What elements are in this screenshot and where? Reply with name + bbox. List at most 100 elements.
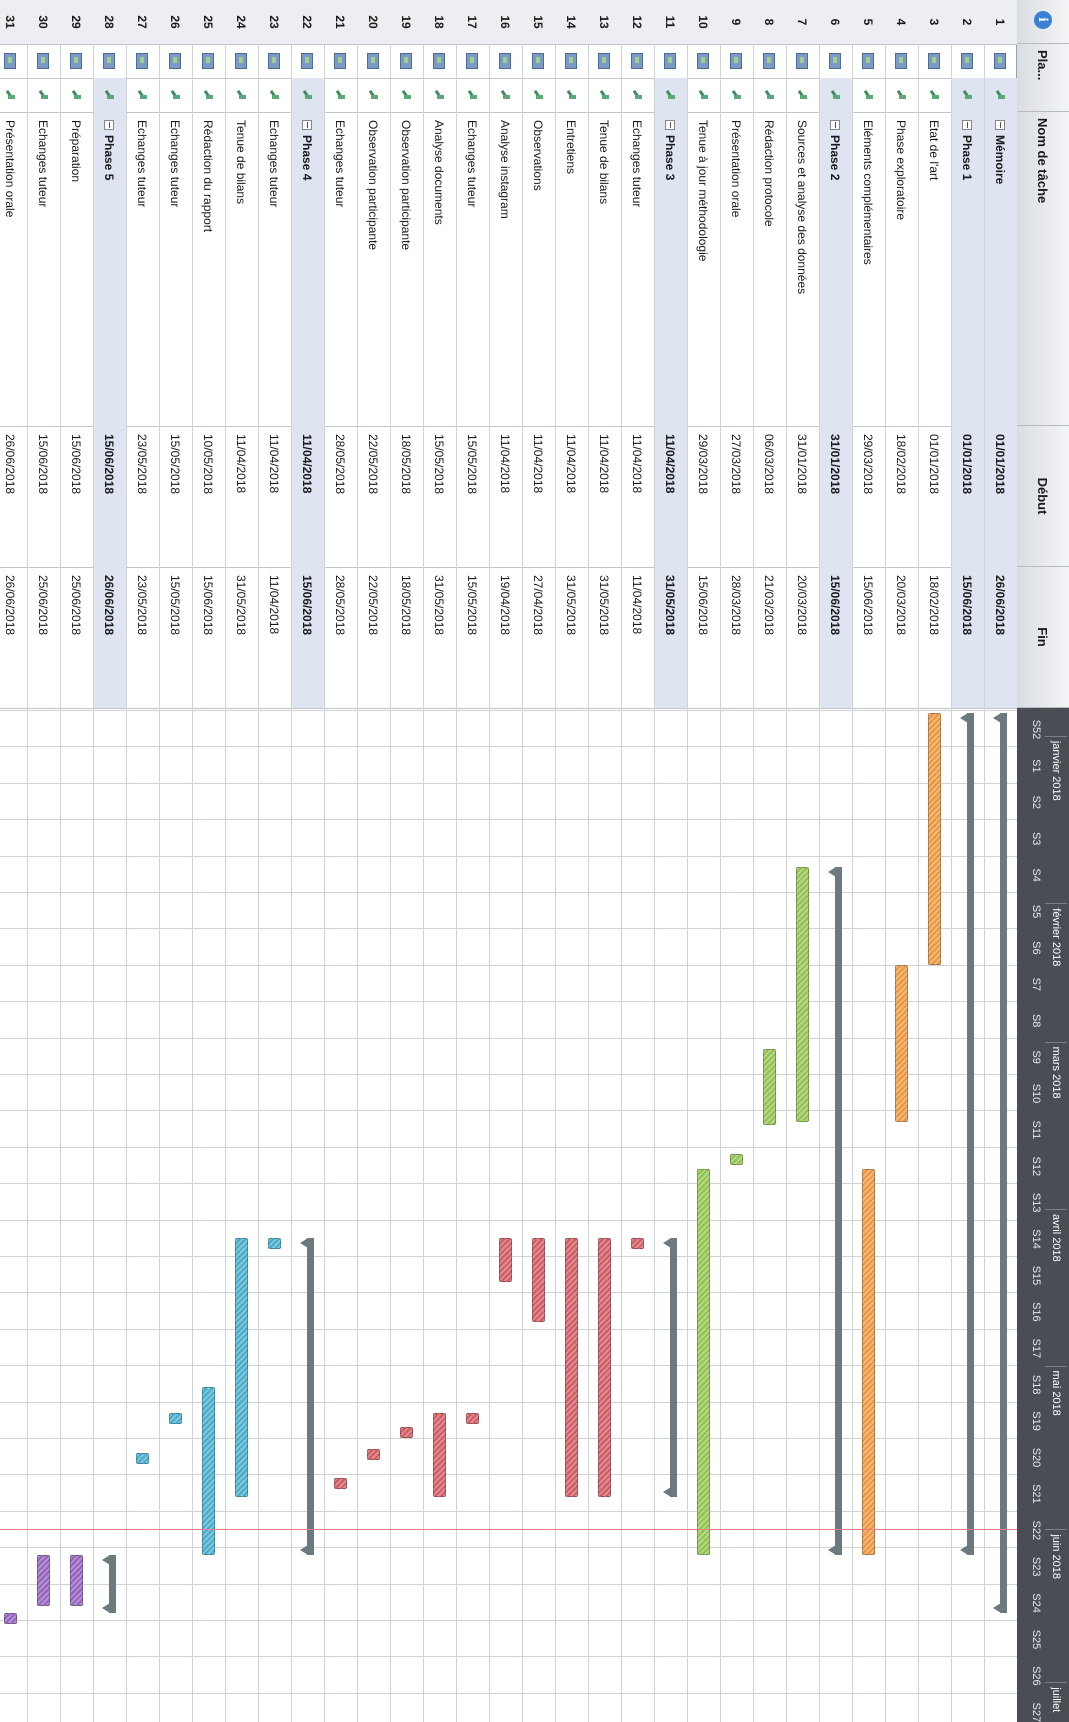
task-mode-cell[interactable]	[522, 78, 555, 112]
row-number[interactable]: 7	[786, 0, 819, 44]
task-name[interactable]: Echanges tuteur	[159, 112, 192, 426]
task-start-date[interactable]: 01/01/2018	[960, 434, 975, 495]
task-end-date[interactable]: 15/06/2018	[201, 575, 216, 636]
task-name[interactable]: Préparation	[60, 112, 93, 426]
summary-bar[interactable]	[670, 1238, 677, 1497]
collapse-toggle-icon[interactable]	[995, 120, 1006, 130]
planning-cell[interactable]	[984, 44, 1017, 78]
task-end-date[interactable]: 25/06/2018	[69, 575, 84, 636]
summary-task-name[interactable]: Phase 5	[93, 112, 126, 426]
planning-cell[interactable]	[885, 44, 918, 78]
task-name[interactable]: Tenue de bilans	[588, 112, 621, 426]
planning-cell[interactable]	[687, 44, 720, 78]
summary-bar[interactable]	[967, 713, 974, 1555]
task-bar[interactable]	[466, 1412, 479, 1424]
row-number[interactable]: 25	[192, 0, 225, 44]
task-bar[interactable]	[268, 1238, 281, 1250]
planning-cell[interactable]	[522, 44, 555, 78]
row-number[interactable]: 26	[159, 0, 192, 44]
task-mode-cell[interactable]	[786, 78, 819, 112]
task-mode-cell[interactable]	[291, 78, 324, 112]
task-start-date[interactable]: 11/04/2018	[663, 434, 678, 494]
task-bar[interactable]	[367, 1449, 380, 1461]
summary-task-name[interactable]: Phase 4	[291, 112, 324, 426]
planning-cell[interactable]	[390, 44, 423, 78]
task-end-date[interactable]: 11/04/2018	[630, 575, 645, 635]
row-number[interactable]: 17	[456, 0, 489, 44]
row-number[interactable]: 5	[852, 0, 885, 44]
task-name[interactable]: Echanges tuteur	[258, 112, 291, 426]
row-number[interactable]: 8	[753, 0, 786, 44]
task-start-date[interactable]: 18/02/2018	[894, 434, 909, 495]
task-bar[interactable]	[928, 713, 941, 966]
task-bar[interactable]	[499, 1238, 512, 1282]
task-end-date[interactable]: 28/05/2018	[333, 575, 348, 636]
planning-cell[interactable]	[852, 44, 885, 78]
task-start-date[interactable]: 01/01/2018	[993, 434, 1008, 495]
task-end-date[interactable]: 28/03/2018	[729, 575, 744, 636]
planning-cell[interactable]	[423, 44, 456, 78]
task-name[interactable]: Observation participante	[390, 112, 423, 426]
planning-cell[interactable]	[819, 44, 852, 78]
task-mode-cell[interactable]	[357, 78, 390, 112]
task-bar[interactable]	[862, 1169, 875, 1555]
summary-task-name[interactable]: Phase 2	[819, 112, 852, 426]
summary-bar[interactable]	[307, 1238, 314, 1555]
task-mode-cell[interactable]	[654, 78, 687, 112]
task-start-date[interactable]: 15/06/2018	[102, 434, 117, 495]
summary-bar[interactable]	[109, 1554, 116, 1614]
summary-bar[interactable]	[835, 866, 842, 1555]
row-number[interactable]: 6	[819, 0, 852, 44]
task-bar[interactable]	[565, 1238, 578, 1497]
collapse-toggle-icon[interactable]	[665, 120, 676, 130]
task-mode-cell[interactable]	[192, 78, 225, 112]
task-end-date[interactable]: 31/05/2018	[597, 575, 612, 636]
task-mode-cell[interactable]	[0, 78, 27, 112]
task-end-date[interactable]: 31/05/2018	[564, 575, 579, 636]
row-number[interactable]: 2	[951, 0, 984, 44]
task-name[interactable]: Eléments complémentaires	[852, 112, 885, 426]
planning-cell[interactable]	[225, 44, 258, 78]
task-start-date[interactable]: 11/04/2018	[267, 434, 282, 494]
task-mode-cell[interactable]	[60, 78, 93, 112]
task-end-date[interactable]: 18/02/2018	[927, 575, 942, 636]
task-start-date[interactable]: 15/05/2018	[465, 434, 480, 495]
row-number[interactable]: 31	[0, 0, 27, 44]
row-number[interactable]: 27	[126, 0, 159, 44]
task-bar[interactable]	[697, 1169, 710, 1555]
row-number[interactable]: 14	[555, 0, 588, 44]
task-mode-cell[interactable]	[687, 78, 720, 112]
task-start-date[interactable]: 18/05/2018	[399, 434, 414, 495]
planning-cell[interactable]	[456, 44, 489, 78]
planning-cell[interactable]	[720, 44, 753, 78]
task-start-date[interactable]: 29/03/2018	[861, 434, 876, 495]
row-number[interactable]: 13	[588, 0, 621, 44]
row-number[interactable]: 1	[984, 0, 1017, 44]
task-start-date[interactable]: 22/05/2018	[366, 434, 381, 495]
planning-cell[interactable]	[489, 44, 522, 78]
task-bar[interactable]	[763, 1048, 776, 1126]
row-number[interactable]: 10	[687, 0, 720, 44]
task-name[interactable]: Tenue à jour méthodologie	[687, 112, 720, 426]
row-number[interactable]: 23	[258, 0, 291, 44]
task-start-date[interactable]: 11/04/2018	[531, 434, 546, 494]
task-mode-cell[interactable]	[159, 78, 192, 112]
row-number[interactable]: 3	[918, 0, 951, 44]
row-number[interactable]: 4	[885, 0, 918, 44]
row-number[interactable]: 30	[27, 0, 60, 44]
row-number[interactable]: 11	[654, 0, 687, 44]
task-start-date[interactable]: 31/01/2018	[795, 434, 810, 495]
task-bar[interactable]	[730, 1154, 743, 1166]
planning-cell[interactable]	[159, 44, 192, 78]
task-mode-cell[interactable]	[423, 78, 456, 112]
task-start-date[interactable]: 11/04/2018	[597, 434, 612, 494]
task-mode-cell[interactable]	[489, 78, 522, 112]
row-number[interactable]: 22	[291, 0, 324, 44]
task-name[interactable]: Observations	[522, 112, 555, 426]
task-mode-cell[interactable]	[324, 78, 357, 112]
task-mode-cell[interactable]	[27, 78, 60, 112]
task-bar[interactable]	[400, 1427, 413, 1439]
task-bar[interactable]	[235, 1238, 248, 1497]
task-end-date[interactable]: 15/06/2018	[696, 575, 711, 636]
row-number[interactable]: 28	[93, 0, 126, 44]
